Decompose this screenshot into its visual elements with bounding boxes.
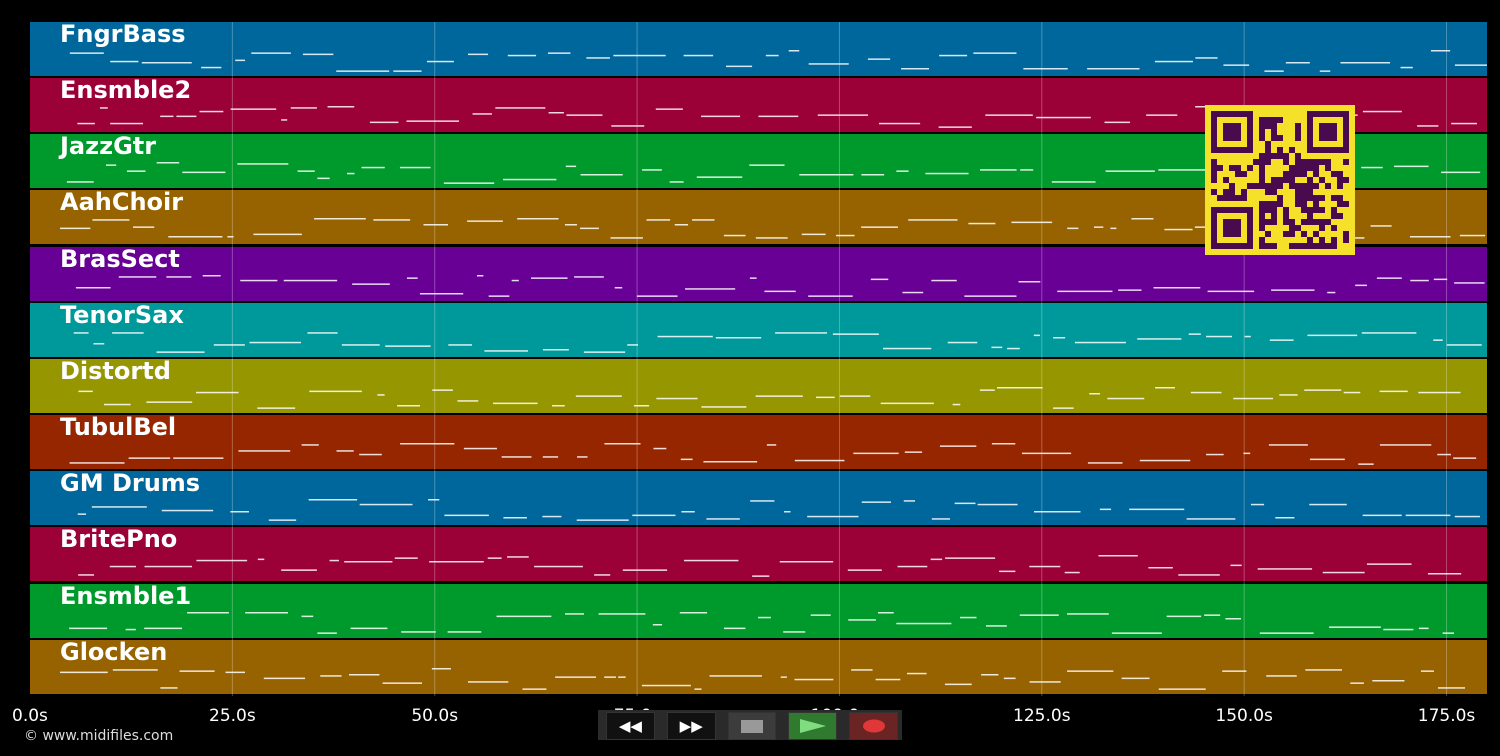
track-tubulbel	[30, 415, 1487, 470]
track-gm-drums	[30, 471, 1487, 526]
fast-forward-button[interactable]: ▶▶	[666, 712, 716, 740]
track-britepno	[30, 527, 1487, 582]
record-icon	[862, 719, 885, 733]
track-notes	[77, 499, 1480, 522]
stop-icon	[740, 719, 763, 733]
time-tick-label: 25.0s	[209, 706, 256, 726]
track-label: Distortd	[60, 356, 171, 385]
track-notes	[69, 611, 1455, 634]
time-tick-label: 125.0s	[1013, 706, 1071, 726]
track-label: GM Drums	[60, 469, 201, 498]
copyright-text: © www.midifiles.com	[24, 728, 174, 744]
track-notes	[60, 218, 1486, 240]
track-label: FngrBass	[60, 20, 186, 48]
play-icon	[799, 719, 826, 733]
track-label: JazzGtr	[60, 132, 157, 161]
time-tick-label: 175.0s	[1417, 706, 1476, 726]
record-button[interactable]	[849, 712, 898, 740]
track-ensmble1	[30, 583, 1487, 638]
transport-controls: ◀◀ ▶▶	[598, 710, 902, 740]
time-tick-label: 150.0s	[1215, 706, 1273, 726]
track-brassect	[30, 246, 1487, 301]
time-tick-label: 0.0s	[12, 706, 48, 726]
track-label: BrasSect	[60, 244, 180, 273]
play-button[interactable]	[788, 712, 838, 740]
stop-button[interactable]	[727, 712, 777, 740]
rewind-button[interactable]: ◀◀	[606, 712, 655, 740]
track-notes	[69, 50, 1487, 72]
track-notes	[73, 331, 1482, 353]
track-distortd	[30, 358, 1487, 413]
rewind-icon: ◀◀	[618, 717, 642, 735]
track-notes	[78, 555, 1462, 578]
track-label: Ensmble1	[60, 581, 192, 610]
track-label: AahChoir	[60, 188, 184, 217]
track-notes	[75, 274, 1485, 297]
qr-code	[1205, 105, 1355, 255]
track-notes	[60, 667, 1466, 690]
track-fngrbass	[30, 22, 1487, 76]
track-notes	[78, 386, 1461, 409]
track-label: TenorSax	[60, 300, 184, 329]
track-label: TubulBel	[60, 413, 177, 442]
time-tick-label: 50.0s	[411, 706, 459, 726]
fast-forward-icon: ▶▶	[679, 717, 703, 735]
track-label: BritePno	[60, 525, 178, 554]
track-tenorsax	[30, 302, 1487, 357]
track-notes	[69, 443, 1477, 465]
track-label: Glocken	[60, 637, 168, 666]
track-glocken	[30, 639, 1487, 694]
track-label: Ensmble2	[60, 76, 192, 105]
